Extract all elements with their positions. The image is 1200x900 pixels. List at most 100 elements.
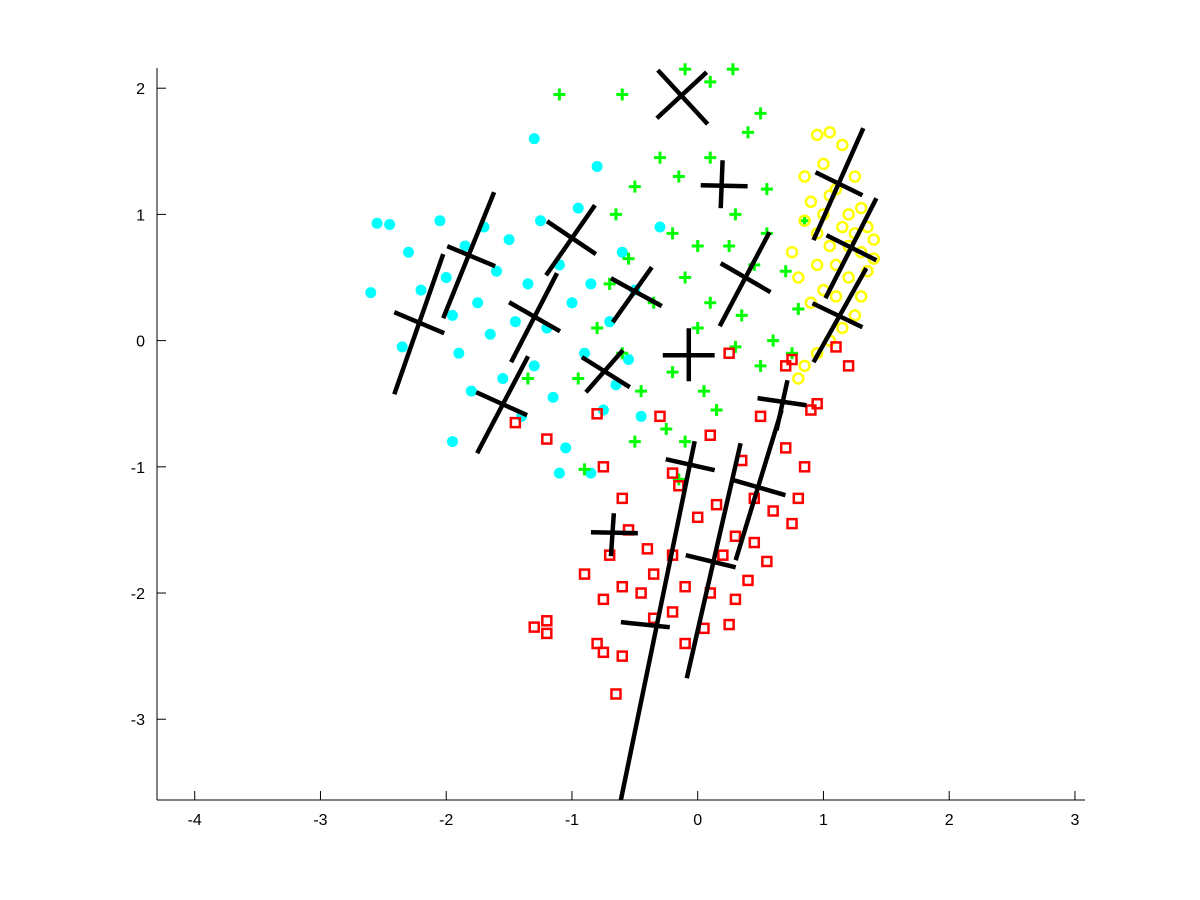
point	[704, 75, 717, 88]
point	[679, 637, 691, 650]
y-tick-label: -3	[131, 712, 145, 729]
principal-axis	[718, 160, 725, 209]
point	[623, 354, 635, 366]
point	[842, 208, 855, 221]
point	[371, 217, 383, 229]
point	[503, 234, 515, 246]
principal-axis	[610, 265, 654, 324]
point	[597, 593, 610, 606]
point	[754, 359, 767, 372]
principal-axis	[446, 244, 496, 269]
point	[779, 360, 792, 372]
point	[484, 328, 496, 340]
principal-axis	[608, 513, 617, 557]
y-tick-label: -2	[131, 586, 145, 603]
point	[748, 536, 761, 549]
y-tick-label: 0	[136, 334, 145, 351]
principal-axis	[475, 390, 528, 418]
point	[365, 287, 377, 299]
point	[528, 133, 540, 145]
principal-axis	[825, 233, 878, 263]
point	[767, 505, 779, 517]
point	[811, 397, 823, 410]
point	[767, 334, 780, 347]
point	[697, 385, 710, 398]
point	[691, 321, 704, 334]
x-tick-label: -1	[565, 812, 579, 829]
point	[704, 151, 717, 164]
point	[798, 359, 811, 373]
point	[854, 201, 868, 215]
point	[779, 265, 792, 278]
point	[616, 492, 629, 505]
point	[447, 436, 459, 448]
point	[666, 366, 679, 379]
x-tick-label: 0	[693, 812, 702, 829]
point	[836, 220, 849, 234]
point	[447, 309, 459, 321]
point	[679, 271, 692, 284]
point	[591, 321, 604, 334]
point	[786, 517, 798, 530]
principal-axis	[507, 300, 562, 334]
point	[672, 170, 685, 183]
point	[726, 63, 739, 76]
point	[691, 239, 704, 252]
point	[609, 208, 622, 221]
point	[717, 549, 729, 561]
principal-axis	[580, 355, 631, 390]
point	[742, 574, 754, 587]
point	[453, 347, 465, 359]
point	[579, 347, 591, 359]
principal-axis	[609, 276, 663, 309]
principal-axis	[733, 409, 784, 561]
point	[679, 580, 691, 593]
point	[616, 650, 629, 662]
point	[591, 637, 603, 650]
point	[653, 151, 666, 164]
point	[402, 246, 414, 258]
point	[440, 272, 452, 284]
point	[804, 195, 818, 209]
point	[541, 433, 553, 445]
point	[616, 246, 628, 258]
point	[578, 463, 591, 476]
point	[761, 555, 773, 568]
principal-axis	[393, 310, 446, 336]
point	[528, 621, 540, 633]
point	[836, 321, 849, 335]
x-tick-label: -2	[439, 812, 453, 829]
point	[666, 467, 679, 479]
y-tick-label: 2	[136, 81, 145, 98]
point	[597, 646, 610, 659]
point	[415, 284, 427, 296]
point	[735, 309, 748, 322]
point	[792, 492, 805, 505]
principal-axis	[700, 182, 748, 189]
point	[491, 265, 503, 277]
point	[616, 580, 629, 593]
y-tick-label: 1	[136, 207, 145, 224]
point	[654, 221, 666, 233]
point	[672, 473, 685, 486]
principal-axis	[685, 552, 737, 570]
point	[729, 340, 742, 353]
point	[786, 347, 799, 360]
point	[541, 627, 553, 640]
point	[396, 341, 408, 353]
point	[836, 138, 849, 152]
principal-axis	[545, 219, 598, 257]
point	[497, 372, 509, 384]
point	[616, 88, 629, 101]
point	[810, 258, 824, 272]
point	[798, 461, 811, 473]
point	[434, 215, 446, 227]
point	[522, 278, 534, 290]
point	[591, 408, 603, 420]
point	[754, 410, 767, 423]
point	[628, 180, 641, 193]
point	[610, 688, 622, 700]
point	[848, 170, 862, 183]
